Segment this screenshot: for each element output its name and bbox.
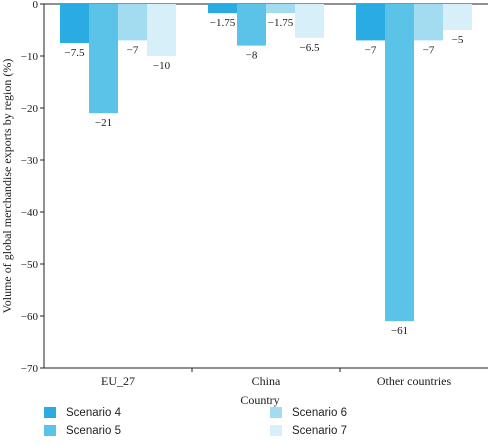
- data-label: −61: [391, 325, 408, 337]
- data-label: −1.75: [210, 17, 236, 29]
- legend-label: Scenario 6: [292, 407, 347, 419]
- axes: 0 −10 −20 −30 −40 −50 −60 −70 EU_27 China Other co…: [21, 0, 488, 388]
- legend-swatch: [270, 425, 282, 436]
- data-label: −1.75: [268, 17, 294, 29]
- legend-swatch: [270, 407, 282, 418]
- y-tick-label: −30: [21, 155, 39, 167]
- x-axis-title: Country: [240, 393, 279, 407]
- y-tick-label: −60: [21, 311, 39, 323]
- bar: [443, 4, 472, 30]
- data-label: −5: [452, 34, 464, 46]
- x-tick-label: EU_27: [101, 374, 135, 388]
- y-axis-title: Volume of global merchandise exports by …: [0, 59, 14, 314]
- y-tick-label: −50: [21, 259, 39, 271]
- data-label: −7: [127, 44, 139, 56]
- bars: [60, 4, 472, 322]
- legend-swatch: [44, 425, 56, 436]
- data-label: −21: [95, 117, 112, 129]
- legend-label: Scenario 5: [66, 425, 121, 437]
- y-tick-label: −20: [21, 103, 39, 115]
- bar: [414, 4, 443, 41]
- bar: [237, 4, 266, 46]
- y-tick-label: −10: [21, 51, 39, 63]
- bar: [266, 4, 295, 14]
- x-tick-label: China: [252, 374, 281, 388]
- y-tick-label: −40: [21, 207, 39, 219]
- bar: [356, 4, 385, 41]
- data-label: −8: [246, 50, 258, 62]
- bar: [118, 4, 147, 41]
- bar: [89, 4, 118, 114]
- data-label: −10: [153, 60, 171, 72]
- legend-swatch: [44, 407, 56, 418]
- y-tick-label: 0: [33, 0, 39, 11]
- y-tick-label: −70: [21, 363, 39, 375]
- bar: [208, 4, 237, 14]
- legend-label: Scenario 4: [66, 407, 122, 419]
- x-tick-label: Other countries: [377, 374, 452, 388]
- bar: [295, 4, 324, 38]
- data-labels: −7.5 −21 −7 −10 −1.75 −8 −1.75 −6.5 −7 −61 −7 −5: [65, 17, 464, 337]
- data-label: −7.5: [65, 47, 85, 59]
- bar: [60, 4, 89, 43]
- bar: [385, 4, 414, 322]
- data-label: −7: [365, 44, 377, 56]
- bar: [147, 4, 176, 56]
- legend-label: Scenario 7: [292, 425, 347, 437]
- legend: Scenario 4 Scenario 5 Scenario 6 Scenario 7: [44, 407, 347, 437]
- data-label: −6.5: [300, 42, 320, 54]
- data-label: −7: [423, 44, 435, 56]
